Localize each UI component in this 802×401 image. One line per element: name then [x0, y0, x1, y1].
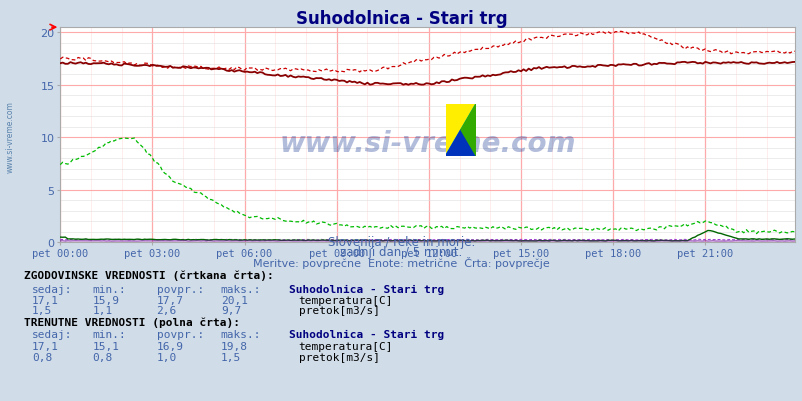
- Text: 1,0: 1,0: [156, 352, 176, 362]
- Text: 1,1: 1,1: [92, 306, 112, 316]
- Text: 19,8: 19,8: [221, 341, 248, 351]
- Text: min.:: min.:: [92, 330, 126, 340]
- Text: 0,8: 0,8: [92, 352, 112, 362]
- Text: 17,1: 17,1: [32, 295, 59, 305]
- Text: www.si-vreme.com: www.si-vreme.com: [279, 130, 575, 158]
- Text: maks.:: maks.:: [221, 330, 261, 340]
- Text: pretok[m3/s]: pretok[m3/s]: [298, 306, 379, 316]
- Text: povpr.:: povpr.:: [156, 330, 204, 340]
- Text: TRENUTNE VREDNOSTI (polna črta):: TRENUTNE VREDNOSTI (polna črta):: [24, 317, 240, 328]
- Text: www.si-vreme.com: www.si-vreme.com: [6, 101, 15, 172]
- Text: Slovenija / reke in morje.: Slovenija / reke in morje.: [327, 235, 475, 248]
- Text: min.:: min.:: [92, 284, 126, 294]
- Text: 15,1: 15,1: [92, 341, 119, 351]
- Text: pretok[m3/s]: pretok[m3/s]: [298, 352, 379, 362]
- Text: 17,7: 17,7: [156, 295, 184, 305]
- Text: maks.:: maks.:: [221, 284, 261, 294]
- Text: 15,9: 15,9: [92, 295, 119, 305]
- Polygon shape: [445, 130, 476, 156]
- Text: temperatura[C]: temperatura[C]: [298, 341, 393, 351]
- Text: Meritve: povprečne  Enote: metrične  Črta: povprečje: Meritve: povprečne Enote: metrične Črta:…: [253, 256, 549, 268]
- Polygon shape: [460, 104, 476, 156]
- Polygon shape: [445, 104, 476, 156]
- Text: 16,9: 16,9: [156, 341, 184, 351]
- Text: povpr.:: povpr.:: [156, 284, 204, 294]
- Text: Suhodolnica - Stari trg: Suhodolnica - Stari trg: [289, 330, 444, 340]
- Text: Suhodolnica - Stari trg: Suhodolnica - Stari trg: [289, 284, 444, 294]
- Text: 1,5: 1,5: [32, 306, 52, 316]
- Text: Suhodolnica - Stari trg: Suhodolnica - Stari trg: [295, 10, 507, 28]
- Text: sedaj:: sedaj:: [32, 284, 72, 294]
- Text: temperatura[C]: temperatura[C]: [298, 295, 393, 305]
- Text: zadnji dan / 5 minut.: zadnji dan / 5 minut.: [340, 245, 462, 258]
- Text: 9,7: 9,7: [221, 306, 241, 316]
- Text: 1,5: 1,5: [221, 352, 241, 362]
- Text: ZGODOVINSKE VREDNOSTI (črtkana črta):: ZGODOVINSKE VREDNOSTI (črtkana črta):: [24, 270, 273, 281]
- Text: 17,1: 17,1: [32, 341, 59, 351]
- Text: 2,6: 2,6: [156, 306, 176, 316]
- Text: 0,8: 0,8: [32, 352, 52, 362]
- Text: 20,1: 20,1: [221, 295, 248, 305]
- Polygon shape: [445, 104, 476, 156]
- Text: sedaj:: sedaj:: [32, 330, 72, 340]
